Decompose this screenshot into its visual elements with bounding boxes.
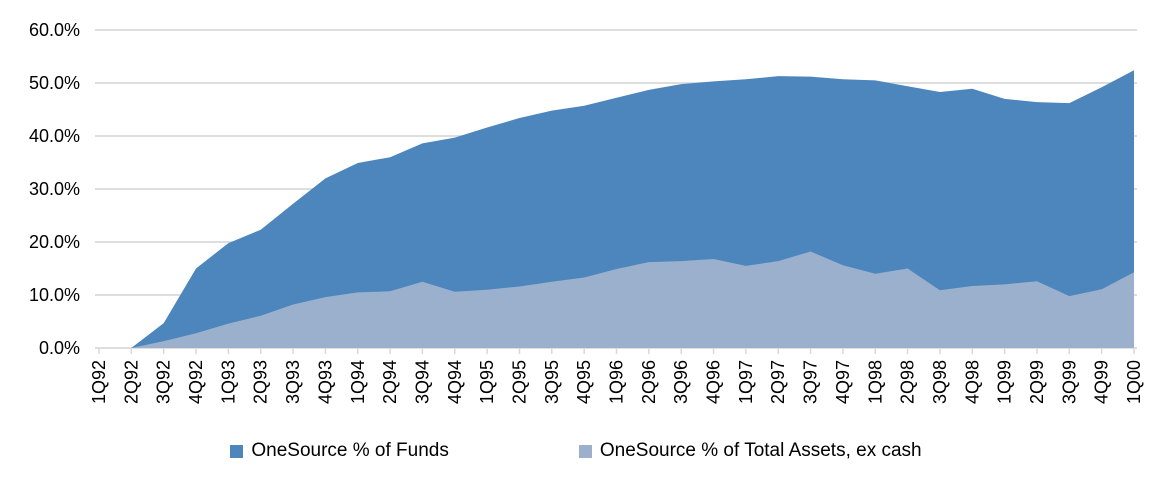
x-axis-label: 1Q93	[218, 360, 238, 404]
x-axis-label: 4Q98	[962, 360, 982, 404]
chart-legend: OneSource % of Funds OneSource % of Tota…	[0, 439, 1152, 463]
y-axis-label: 20.0%	[29, 232, 80, 252]
x-axis-label: 3Q92	[154, 360, 174, 404]
legend-swatch-funds-icon	[230, 444, 244, 458]
x-axis-label: 2Q95	[510, 360, 530, 404]
x-axis-label: 2Q94	[380, 360, 400, 404]
y-axis-label: 30.0%	[29, 179, 80, 199]
x-axis-label: 4Q94	[445, 360, 465, 404]
legend-entry-assets: OneSource % of Total Assets, ex cash	[578, 439, 922, 463]
legend-label-funds: OneSource % of Funds	[251, 440, 449, 461]
legend-label-assets: OneSource % of Total Assets, ex cash	[599, 440, 922, 461]
x-axis-label: 4Q92	[186, 360, 206, 404]
x-axis-label: 4Q96	[704, 360, 724, 404]
legend-swatch-assets-icon	[578, 444, 592, 458]
x-axis-label: 2Q93	[251, 360, 271, 404]
x-axis-label: 4Q97	[833, 360, 853, 404]
x-axis-label: 3Q97	[801, 360, 821, 404]
x-axis-label: 4Q95	[574, 360, 594, 404]
legend-entry-funds: OneSource % of Funds	[230, 439, 449, 463]
x-axis-label: 4Q93	[315, 360, 335, 404]
x-axis-label: 1Q97	[736, 360, 756, 404]
x-axis-label: 3Q99	[1059, 360, 1079, 404]
x-axis-label: 2Q97	[768, 360, 788, 404]
x-axis-label: 2Q96	[639, 360, 659, 404]
x-axis-label: 2Q99	[1027, 360, 1047, 404]
x-axis-label: 3Q98	[930, 360, 950, 404]
x-axis-label: 3Q96	[671, 360, 691, 404]
x-axis-label: 1Q99	[995, 360, 1015, 404]
y-axis-label: 50.0%	[29, 73, 80, 93]
area-series-total-assets	[99, 251, 1134, 348]
y-axis-label: 0.0%	[39, 338, 80, 358]
y-axis-label: 10.0%	[29, 285, 80, 305]
x-axis-label: 1Q98	[865, 360, 885, 404]
x-axis-label: 4Q99	[1092, 360, 1112, 404]
y-axis-label: 60.0%	[29, 20, 80, 40]
y-axis-label: 40.0%	[29, 126, 80, 146]
x-axis-label: 1Q92	[89, 360, 109, 404]
x-axis-label: 1Q96	[607, 360, 627, 404]
x-axis-label: 3Q93	[283, 360, 303, 404]
x-axis-label: 3Q95	[542, 360, 562, 404]
x-axis-label: 1Q95	[477, 360, 497, 404]
x-axis-label: 2Q98	[898, 360, 918, 404]
x-axis-label: 3Q94	[412, 360, 432, 404]
x-axis-label: 1Q00	[1124, 360, 1144, 404]
x-axis-label: 2Q92	[121, 360, 141, 404]
area-chart-plot: 0.0% 10.0% 20.0% 30.0% 40.0% 50.0% 60.0% 1Q92 2Q…	[29, 20, 1144, 404]
x-axis-label: 1Q94	[348, 360, 368, 404]
